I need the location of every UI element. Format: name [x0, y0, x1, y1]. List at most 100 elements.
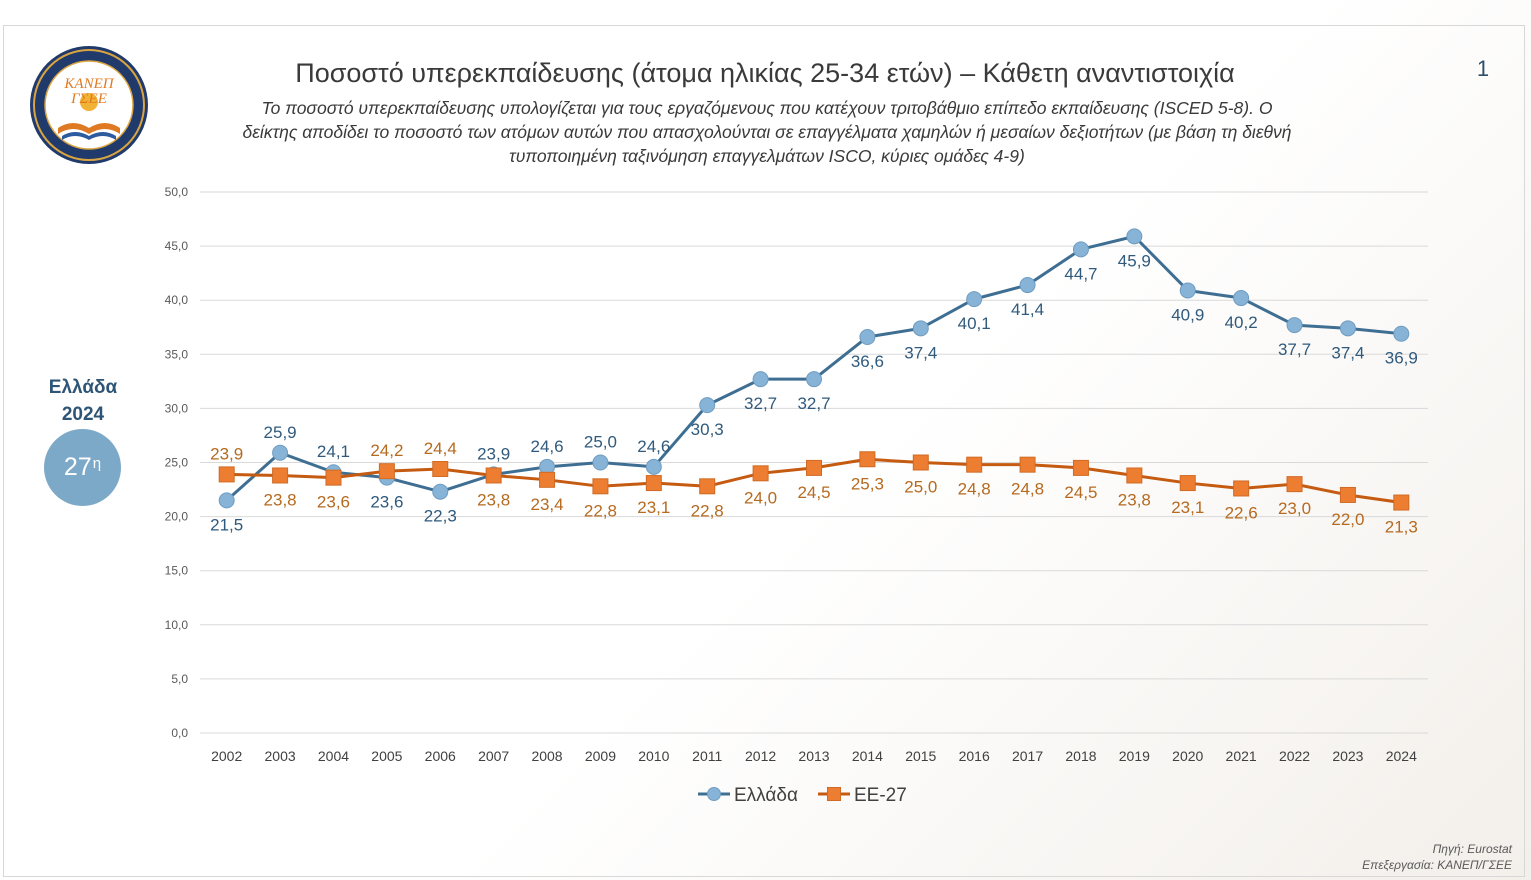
- data-label: 24,0: [744, 488, 777, 507]
- y-tick-label: 35,0: [165, 347, 189, 361]
- data-label: 22,0: [1331, 510, 1364, 529]
- y-tick-label: 20,0: [165, 510, 189, 524]
- data-label: 32,7: [744, 394, 777, 413]
- data-label: 24,2: [370, 441, 403, 460]
- data-point: [1339, 320, 1356, 337]
- data-label: 22,8: [691, 501, 724, 520]
- data-point: [539, 471, 556, 488]
- data-label: 25,0: [584, 433, 617, 452]
- legend-label: ΕΕ-27: [854, 785, 907, 806]
- x-tick-label: 2017: [1012, 748, 1043, 764]
- data-label: 23,8: [264, 490, 297, 509]
- x-tick-label: 2008: [531, 748, 562, 764]
- data-label: 30,3: [691, 420, 724, 439]
- data-label: 36,9: [1385, 349, 1418, 368]
- source-line: Πηγή: Eurostat: [1432, 842, 1512, 856]
- data-label: 23,8: [1118, 490, 1151, 509]
- source-note: Πηγή: Eurostat Επεξεργασία: ΚΑΝΕΠ/ΓΣΕΕ: [1362, 841, 1512, 873]
- y-tick-label: 45,0: [165, 239, 189, 253]
- data-label: 24,6: [637, 437, 670, 456]
- data-label: 41,4: [1011, 300, 1044, 319]
- chart-subtitle: Το ποσοστό υπερεκπαίδευσης υπολογίζεται …: [242, 98, 1292, 166]
- data-point: [859, 328, 876, 345]
- data-label: 22,6: [1225, 503, 1258, 522]
- data-label: 25,9: [264, 423, 297, 442]
- data-label: 23,4: [530, 495, 563, 514]
- x-tick-label: 2004: [318, 748, 349, 764]
- x-tick-label: 2010: [638, 748, 669, 764]
- data-label: 24,5: [797, 483, 830, 502]
- data-point: [752, 465, 769, 482]
- data-label: 23,0: [1278, 499, 1311, 518]
- side-country-panel: Ελλάδα 2024: [34, 374, 132, 428]
- data-point: [1233, 290, 1250, 307]
- data-label: 24,4: [424, 439, 457, 458]
- data-label: 24,6: [530, 437, 563, 456]
- data-label: 24,8: [1011, 480, 1044, 499]
- x-tick-label: 2018: [1065, 748, 1096, 764]
- data-label: 23,1: [637, 498, 670, 517]
- data-point: [485, 467, 502, 484]
- x-tick-label: 2007: [478, 748, 509, 764]
- data-point: [218, 492, 235, 509]
- data-label: 24,1: [317, 442, 350, 461]
- data-point: [1393, 325, 1410, 342]
- x-tick-label: 2013: [798, 748, 829, 764]
- data-label: 23,9: [477, 444, 510, 463]
- legend-label: Ελλάδα: [734, 785, 798, 806]
- data-point: [432, 460, 449, 477]
- data-point: [1179, 282, 1196, 299]
- rank-badge: 27 η: [44, 429, 121, 506]
- data-label: 21,3: [1385, 518, 1418, 537]
- rank-number: 27: [63, 453, 92, 481]
- x-tick-label: 2019: [1119, 748, 1150, 764]
- data-label: 37,7: [1278, 340, 1311, 359]
- data-point: [218, 466, 235, 483]
- data-point: [1286, 476, 1303, 493]
- data-point: [1126, 467, 1143, 484]
- x-tick-label: 2002: [211, 748, 242, 764]
- data-label: 21,5: [210, 515, 243, 534]
- data-point: [699, 478, 716, 495]
- data-label: 25,0: [904, 478, 937, 497]
- x-tick-label: 2022: [1279, 748, 1310, 764]
- data-point: [966, 456, 983, 473]
- y-tick-label: 5,0: [171, 672, 188, 686]
- data-point: [378, 463, 395, 480]
- data-point: [1072, 241, 1089, 258]
- data-label: 22,3: [424, 507, 457, 526]
- slide-frame: [3, 25, 1525, 877]
- chart-title: Ποσοστό υπερεκπαίδευσης (άτομα ηλικίας 2…: [295, 58, 1235, 88]
- y-tick-label: 0,0: [171, 726, 188, 740]
- data-label: 23,9: [210, 444, 243, 463]
- data-label: 45,9: [1118, 251, 1151, 270]
- x-tick-label: 2023: [1332, 748, 1363, 764]
- x-tick-label: 2009: [585, 748, 616, 764]
- x-tick-label: 2021: [1226, 748, 1257, 764]
- data-label: 40,1: [958, 314, 991, 333]
- legend-marker: [707, 787, 721, 801]
- data-label: 37,4: [1331, 343, 1364, 362]
- x-tick-label: 2012: [745, 748, 776, 764]
- x-tick-label: 2015: [905, 748, 936, 764]
- x-tick-label: 2006: [425, 748, 456, 764]
- kanep-gsee-logo: ΚΑΝΕΠ ΓΣΕΕ: [30, 46, 148, 164]
- data-point: [272, 467, 289, 484]
- data-point: [1339, 486, 1356, 503]
- x-tick-label: 2020: [1172, 748, 1203, 764]
- logo-text-top: ΚΑΝΕΠ: [63, 76, 114, 92]
- data-point: [1233, 480, 1250, 497]
- x-tick-label: 2005: [371, 748, 402, 764]
- data-point: [1072, 459, 1089, 476]
- data-point: [592, 478, 609, 495]
- data-point: [912, 454, 929, 471]
- page-number: 1: [1476, 56, 1490, 81]
- data-label: 23,6: [317, 493, 350, 512]
- y-tick-label: 50,0: [165, 185, 189, 199]
- data-point: [1019, 456, 1036, 473]
- data-point: [645, 458, 662, 475]
- data-label: 22,8: [584, 501, 617, 520]
- data-label: 32,7: [797, 394, 830, 413]
- data-point: [325, 469, 342, 486]
